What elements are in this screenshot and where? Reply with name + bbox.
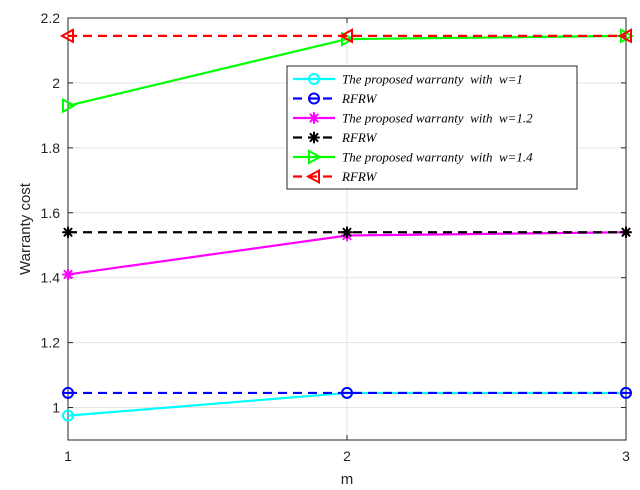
legend-marker-2 bbox=[308, 92, 320, 105]
series-6-point-3 bbox=[617, 28, 632, 44]
series-4-point-2 bbox=[341, 226, 353, 239]
x-tick-label: 2 bbox=[343, 448, 351, 464]
series-6 bbox=[59, 28, 632, 44]
series-5-point-1 bbox=[62, 97, 77, 114]
legend-box bbox=[286, 65, 578, 190]
series-6-point-2 bbox=[338, 28, 353, 44]
legend-marker-1 bbox=[308, 73, 320, 85]
series-4 bbox=[62, 226, 632, 239]
legend-entry-3: The proposed warranty with w=1.2 bbox=[293, 111, 533, 126]
series-4-point-3 bbox=[620, 226, 632, 239]
legend-marker-4 bbox=[308, 131, 320, 144]
y-tick-label: 2 bbox=[52, 75, 60, 91]
series-2 bbox=[62, 386, 632, 399]
series-2-point-2 bbox=[341, 386, 353, 399]
series-group bbox=[59, 28, 635, 422]
legend-label-1: The proposed warranty with w=1 bbox=[342, 72, 523, 87]
legend-label-6: RFRW bbox=[341, 169, 378, 184]
y-tick-label: 1.4 bbox=[41, 270, 61, 286]
legend-marker-5 bbox=[308, 149, 323, 165]
series-4-point-1 bbox=[62, 226, 74, 239]
series-2-point-3 bbox=[620, 386, 632, 399]
legend-label-2: RFRW bbox=[341, 91, 378, 106]
legend-entry-6: RFRW bbox=[293, 168, 378, 185]
series-2-point-1 bbox=[62, 386, 74, 399]
legend-entry-1: The proposed warranty with w=1 bbox=[293, 72, 523, 87]
series-4-point-3-stroke bbox=[621, 227, 631, 237]
legend-marker-3-stroke bbox=[309, 113, 319, 123]
legend-marker-4-stroke bbox=[309, 132, 319, 143]
y-tick-label: 1 bbox=[52, 400, 60, 416]
series-1-point-1 bbox=[62, 409, 74, 422]
legend-marker-6 bbox=[305, 168, 320, 185]
legend-label-3: The proposed warranty with w=1.2 bbox=[342, 111, 533, 126]
y-tick-label: 1.6 bbox=[41, 205, 61, 221]
series-4-point-1-stroke bbox=[63, 227, 73, 237]
legend-marker-3 bbox=[308, 112, 320, 124]
series-3-point-1 bbox=[62, 268, 74, 281]
x-axis-label: m bbox=[341, 471, 354, 488]
y-tick-label: 1.8 bbox=[41, 140, 61, 156]
y-axis-label: Warranty cost bbox=[17, 182, 34, 275]
x-tick-label: 1 bbox=[64, 448, 72, 464]
legend-label-5: The proposed warranty with w=1.4 bbox=[342, 150, 533, 165]
series-4-point-2-stroke bbox=[342, 227, 352, 237]
series-6-point-1 bbox=[59, 28, 74, 44]
legend-entry-2: RFRW bbox=[293, 91, 378, 106]
legend: The proposed warranty with w=1 RFRW The pr… bbox=[286, 65, 578, 190]
legend-label-4: RFRW bbox=[341, 130, 378, 145]
legend-entry-4: RFRW bbox=[293, 130, 378, 145]
x-tick-label: 3 bbox=[622, 448, 630, 464]
axis-ticks: 1 2 3 1 1.2 1.4 1.6 1.8 2 2.2 bbox=[41, 10, 631, 464]
y-tick-label: 1.2 bbox=[41, 335, 61, 351]
series-3-point-1-stroke bbox=[63, 269, 73, 279]
legend-entry-5: The proposed warranty with w=1.4 bbox=[293, 149, 533, 165]
y-tick-label: 2.2 bbox=[41, 10, 61, 26]
series-5-point-2 bbox=[341, 31, 356, 47]
